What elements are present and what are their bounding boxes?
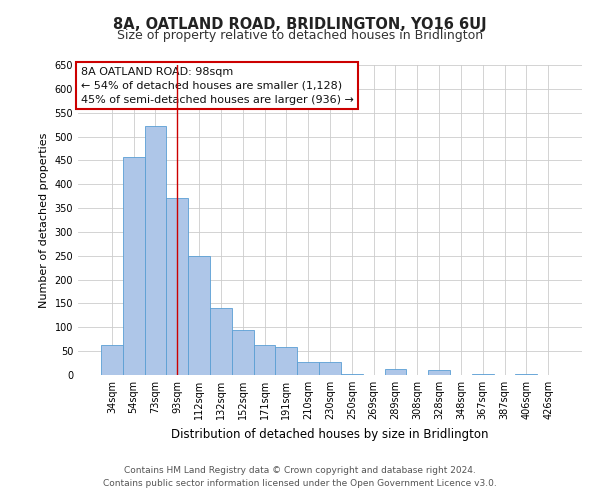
Bar (472, 374, 494, 375)
Text: 8A, OATLAND ROAD, BRIDLINGTON, YO16 6UJ: 8A, OATLAND ROAD, BRIDLINGTON, YO16 6UJ (113, 18, 487, 32)
Text: 8A OATLAND ROAD: 98sqm
← 54% of detached houses are smaller (1,128)
45% of semi-: 8A OATLAND ROAD: 98sqm ← 54% of detached… (80, 66, 353, 104)
Bar (232, 330, 254, 375)
Bar (385, 369, 406, 375)
Bar (428, 370, 450, 375)
Bar (254, 346, 275, 375)
Text: Contains HM Land Registry data © Crown copyright and database right 2024.
Contai: Contains HM Land Registry data © Crown c… (103, 466, 497, 487)
Bar (210, 308, 232, 375)
Bar (145, 126, 166, 375)
Bar (101, 346, 123, 375)
Bar (275, 348, 297, 375)
X-axis label: Distribution of detached houses by size in Bridlington: Distribution of detached houses by size … (171, 428, 489, 440)
Bar (515, 374, 537, 375)
Bar (166, 198, 188, 375)
Bar (341, 374, 363, 375)
Text: Size of property relative to detached houses in Bridlington: Size of property relative to detached ho… (117, 29, 483, 42)
Bar (123, 157, 145, 375)
Y-axis label: Number of detached properties: Number of detached properties (39, 132, 49, 308)
Bar (297, 362, 319, 375)
Bar (319, 362, 341, 375)
Bar (188, 256, 210, 375)
